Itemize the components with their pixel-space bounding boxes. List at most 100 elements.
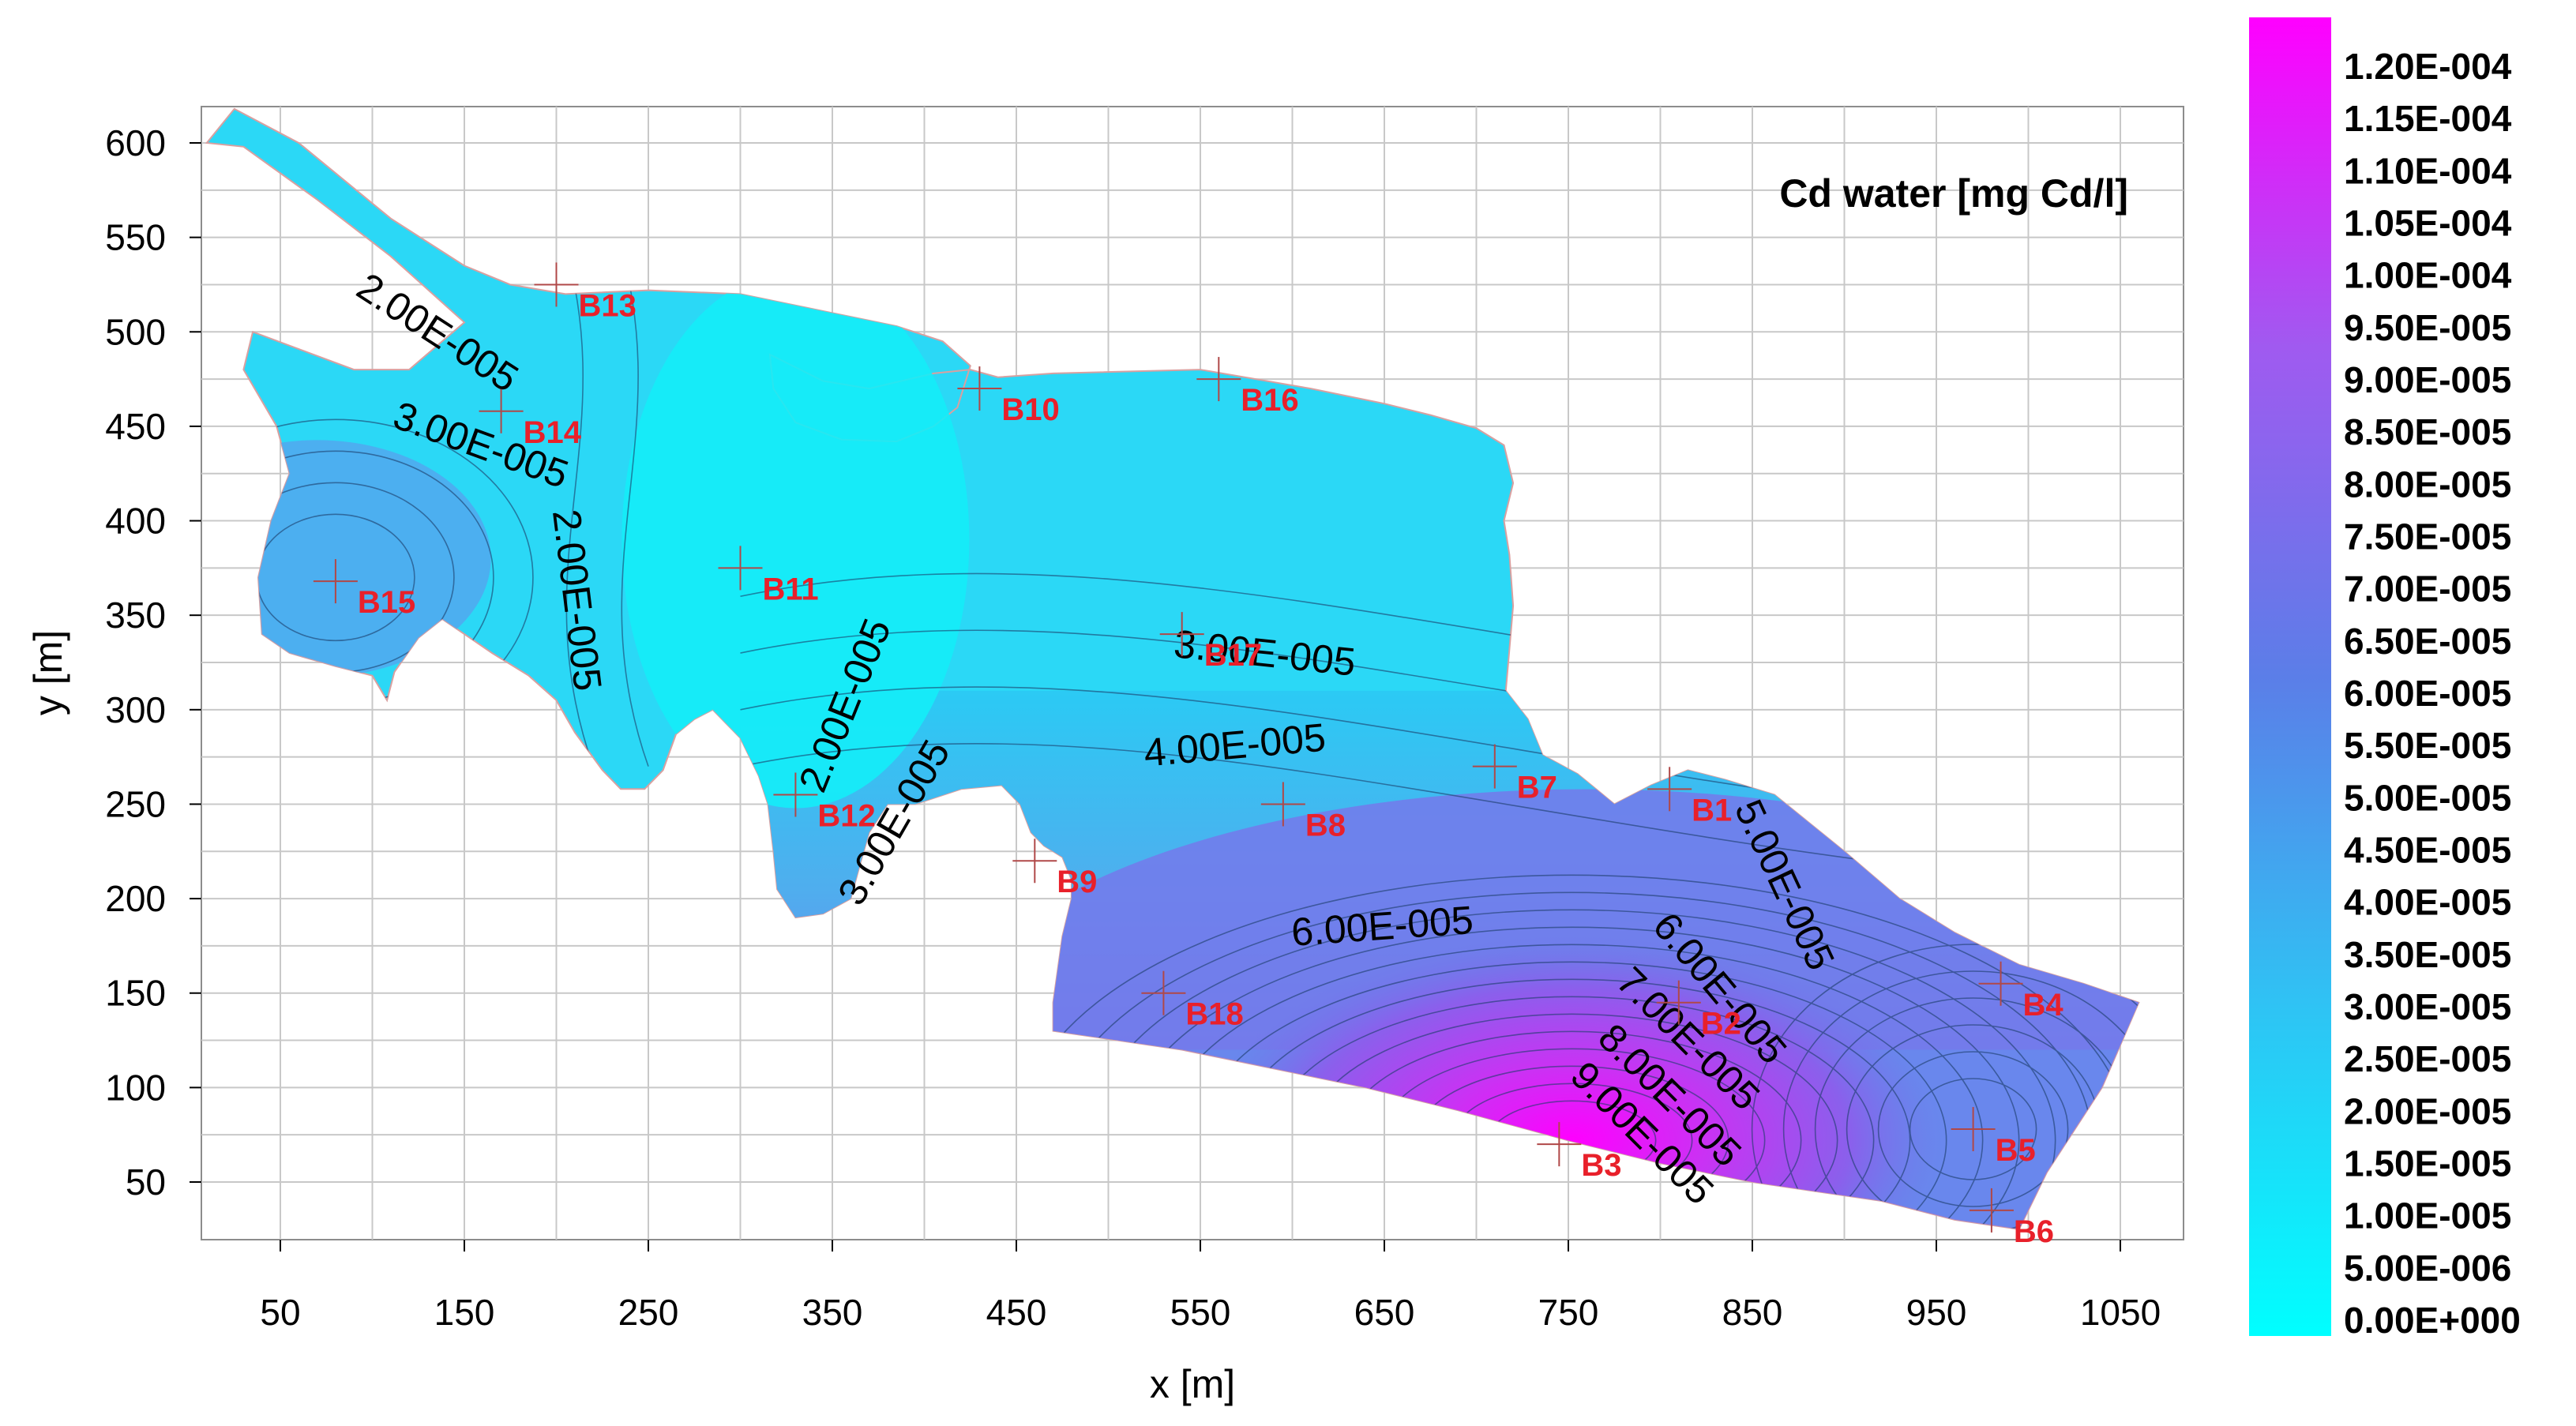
borehole-label: B14: [524, 415, 582, 450]
isoline-band: [740, 743, 2029, 880]
colorbar-label: 1.20E-004: [2344, 46, 2512, 87]
borehole-label: B13: [579, 288, 636, 323]
borehole-layer: B1 B2 B3 B4 B5 B6 B7 B8 B9 B10 B11 B12 B13 B14 B15 B16 B…: [313, 262, 2064, 1249]
borehole-label: B4: [2023, 988, 2064, 1023]
x-tick-label: 1050: [2080, 1292, 2161, 1333]
borehole-marker: B13: [534, 262, 636, 323]
isoline-east: [1877, 1051, 2069, 1207]
borehole-label: B1: [1692, 793, 1732, 827]
borehole-marker: B8: [1260, 782, 1346, 842]
colorbar-label: 4.00E-005: [2344, 882, 2511, 923]
colorbar-label: 1.10E-004: [2344, 150, 2512, 191]
y-axis-ticks: 50 100 150 200 250 300 350 400 450 500 550 600: [105, 122, 201, 1203]
y-axis-title: y [m]: [26, 630, 70, 715]
borehole-marker: B6: [1969, 1188, 2054, 1249]
y-tick-label: 450: [105, 406, 166, 447]
plot-title: Cd water [mg Cd/l]: [1779, 171, 2128, 216]
y-tick-label: 550: [105, 217, 166, 258]
colorbar-label: 7.50E-005: [2344, 516, 2511, 557]
borehole-label: B16: [1241, 383, 1298, 418]
colorbar-label: 7.00E-005: [2344, 569, 2511, 610]
colorbar-label: 6.50E-005: [2344, 621, 2511, 662]
colorbar-label: 8.50E-005: [2344, 411, 2511, 452]
y-tick-label: 150: [105, 973, 166, 1014]
x-tick-label: 50: [260, 1292, 300, 1333]
borehole-marker: B16: [1196, 357, 1299, 418]
borehole-label: B9: [1057, 865, 1097, 899]
borehole-label: B8: [1305, 808, 1346, 842]
x-tick-label: 750: [1538, 1292, 1599, 1333]
y-tick-label: 100: [105, 1067, 166, 1108]
colorbar-label: 1.00E-005: [2344, 1195, 2511, 1236]
colorbar-label: 1.05E-004: [2344, 203, 2512, 244]
x-axis-ticks: 50 150 250 350 450 550 650 750 850 950 1050: [260, 1240, 2161, 1333]
y-tick-label: 200: [105, 878, 166, 919]
x-tick-label: 550: [1170, 1292, 1231, 1333]
borehole-marker: B2: [1656, 980, 1741, 1041]
y-tick-label: 250: [105, 783, 166, 824]
borehole-label: B17: [1204, 638, 1262, 673]
colorbar-label: 1.50E-005: [2344, 1143, 2511, 1184]
borehole-marker: B14: [479, 388, 582, 450]
colorbar-label: 1.15E-004: [2344, 98, 2512, 139]
colorbar-label: 2.00E-005: [2344, 1090, 2511, 1131]
y-tick-label: 350: [105, 595, 166, 636]
x-tick-label: 950: [1906, 1292, 1967, 1333]
colorbar-label: 1.00E-004: [2344, 255, 2512, 296]
isoline-west: [610, 218, 649, 767]
colorbar-labels: 1.20E-004 1.15E-004 1.10E-004 1.05E-004 1.00…: [2344, 46, 2521, 1341]
y-tick-label: 500: [105, 311, 166, 352]
borehole-marker: B1: [1647, 767, 1732, 827]
colorbar-label: 5.00E-006: [2344, 1248, 2511, 1289]
isoline-east: [1782, 970, 2139, 1229]
borehole-marker: B4: [1978, 961, 2064, 1023]
y-tick-label: 400: [105, 501, 166, 542]
borehole-label: B2: [1701, 1007, 1741, 1041]
colorbar-label: 0.00E+000: [2344, 1300, 2521, 1341]
borehole-marker: B7: [1472, 744, 1557, 805]
borehole-label: B10: [1001, 392, 1059, 427]
borehole-marker: B15: [313, 559, 415, 620]
borehole-marker: B5: [1951, 1107, 2036, 1168]
x-tick-label: 450: [986, 1292, 1047, 1333]
isoline-east: [1909, 1078, 2037, 1180]
borehole-marker: B12: [773, 772, 876, 833]
colorbar-label: 9.00E-005: [2344, 359, 2511, 400]
x-tick-label: 650: [1354, 1292, 1415, 1333]
x-tick-label: 250: [618, 1292, 679, 1333]
colorbar-label: 2.50E-005: [2344, 1038, 2511, 1079]
borehole-label: B3: [1581, 1148, 1621, 1183]
isoline-west: [555, 218, 594, 767]
borehole-marker: B11: [718, 546, 819, 606]
x-axis-title: x [m]: [1150, 1362, 1235, 1406]
y-tick-label: 300: [105, 689, 166, 730]
borehole-label: B5: [1996, 1133, 2036, 1168]
y-tick-label: 600: [105, 122, 166, 163]
borehole-label: B7: [1517, 771, 1557, 805]
colorbar-label: 5.50E-005: [2344, 725, 2511, 766]
borehole-label: B12: [817, 798, 875, 833]
borehole-marker: B18: [1141, 970, 1244, 1032]
colorbar: [2249, 17, 2331, 1336]
colorbar-label: 6.00E-005: [2344, 673, 2511, 714]
borehole-marker: B9: [1012, 839, 1097, 899]
x-tick-label: 150: [434, 1292, 495, 1333]
field-hotspot: [1200, 935, 1943, 1229]
borehole-label: B18: [1185, 997, 1243, 1032]
borehole-marker: B10: [957, 366, 1060, 427]
borehole-marker: B3: [1537, 1122, 1621, 1183]
borehole-label: B15: [358, 585, 415, 620]
borehole-marker: B17: [1159, 612, 1262, 673]
isoline-east: [1751, 944, 2139, 1229]
colorbar-label: 4.50E-005: [2344, 830, 2511, 871]
colorbar-label: 9.50E-005: [2344, 307, 2511, 348]
borehole-label: B6: [2014, 1214, 2054, 1249]
colorbar-label: 3.00E-005: [2344, 986, 2511, 1027]
borehole-label: B11: [763, 572, 819, 606]
x-tick-label: 350: [802, 1292, 863, 1333]
y-tick-label: 50: [126, 1161, 166, 1203]
colorbar-label: 3.50E-005: [2344, 934, 2511, 975]
colorbar-label: 8.00E-005: [2344, 463, 2511, 505]
x-tick-label: 850: [1722, 1292, 1783, 1333]
